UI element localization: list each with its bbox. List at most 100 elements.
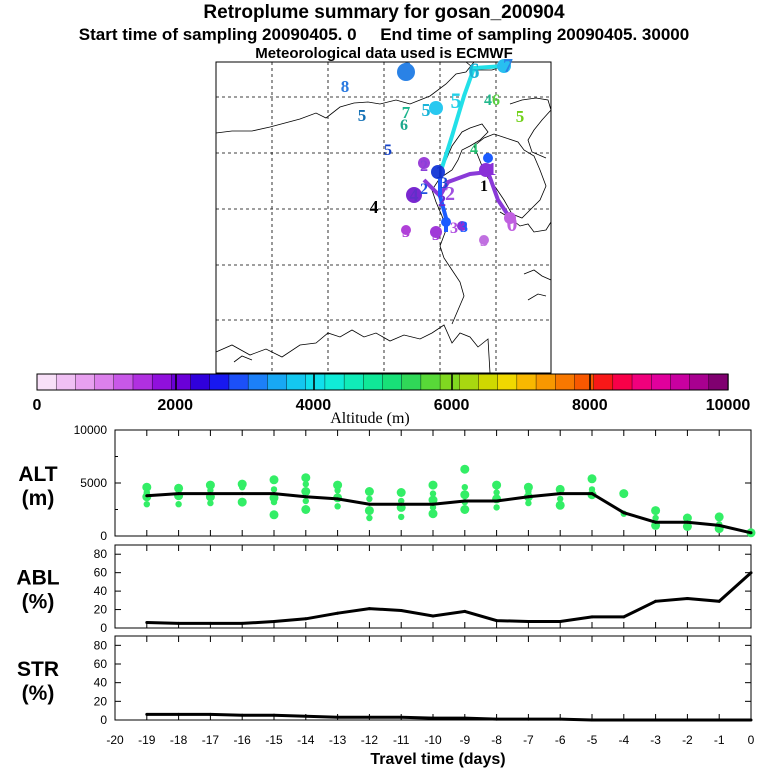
series-point (177, 712, 181, 716)
map-label: 1 (480, 178, 488, 195)
y-tick-label: 80 (94, 638, 108, 652)
alt-scatter-point (301, 473, 311, 483)
panel-alt: 10000 5000 0 ALT(m) (18, 423, 756, 543)
alt-scatter-point (460, 490, 470, 500)
series-point (526, 495, 530, 499)
series-point (558, 717, 562, 721)
map-label: 6 (401, 57, 412, 82)
colorbar-major-ticks (175, 374, 591, 390)
alt-scatter-point (652, 514, 659, 522)
y-tick-label: 0 (100, 621, 107, 635)
colorbar-cell (171, 373, 192, 391)
plume-dot (497, 59, 511, 73)
map-label: 5 (422, 100, 431, 120)
colorbar-cell (190, 373, 211, 391)
series-point (558, 620, 562, 623)
series-point (590, 718, 594, 722)
series-point (685, 718, 689, 722)
map-label: 3 (450, 220, 458, 237)
series-point (749, 718, 753, 722)
colorbar-cell (459, 373, 480, 391)
map-label: 5 (451, 88, 462, 113)
alt-scatter-point (398, 497, 405, 505)
map-label: 4 (370, 197, 379, 217)
map-label: 0 (507, 211, 518, 236)
x-tick-labels: -20 -19 -18 -17 -16 -15 -14 -13 -12 -11 -10 -9 -8 -7-… (106, 733, 754, 747)
series-point (367, 607, 371, 611)
alt-scatter-point (493, 489, 500, 496)
panel-ylabel-name: ALT (18, 463, 57, 486)
series-point (240, 621, 244, 625)
alt-scatter-point (207, 487, 214, 494)
series-point (749, 571, 753, 575)
colorbar-cell (209, 373, 230, 391)
alt-scatter-point (174, 483, 184, 493)
colorbar-cell (228, 373, 249, 391)
map-label: 3 (432, 227, 440, 244)
series-point (208, 492, 212, 496)
colorbar-cell (593, 373, 614, 391)
y-tick-label: 20 (94, 603, 108, 617)
plume-dot (483, 153, 493, 163)
colorbar-tick-label: 0 (33, 397, 42, 414)
map-label: 4 (410, 185, 419, 205)
colorbar-tick-label: 2000 (157, 397, 193, 414)
plume-dot (504, 212, 516, 224)
map-label: 3 (440, 175, 448, 192)
x-tick-label: 0 (748, 733, 755, 747)
map-label: 3 (402, 224, 410, 241)
alt-scatter-point (270, 486, 278, 493)
panel-frame (114, 635, 752, 721)
y-tick-label: 40 (94, 584, 108, 598)
series-point (431, 502, 435, 506)
x-tick-label: -2 (682, 733, 693, 747)
x-tick-label: -17 (202, 733, 220, 747)
map-label: 7 (402, 103, 411, 122)
alt-scatter-point (270, 498, 278, 506)
map-label: 7 (503, 55, 513, 77)
colorbar-cell (574, 373, 595, 391)
x-tick-label: -4 (618, 733, 629, 747)
alt-scatter-point (205, 480, 215, 490)
x-tick-label: -3 (650, 733, 661, 747)
x-tick-label: -13 (329, 733, 347, 747)
alt-scatter-point (366, 495, 373, 503)
alt-scatter-point (269, 510, 279, 520)
series-line (146, 492, 752, 535)
plume-dot (430, 226, 442, 238)
series-point (463, 499, 467, 503)
plume-dot (397, 63, 415, 81)
plume-dot (457, 221, 467, 231)
plume-dot (479, 235, 489, 245)
colorbar-cell (382, 373, 403, 391)
alt-scatter-point (460, 505, 470, 514)
map-label: 4 (470, 141, 478, 158)
alt-scatter-point (207, 499, 214, 507)
colorbar-cell (478, 373, 499, 391)
map-label: 5 (358, 106, 367, 125)
colorbar-cell (497, 373, 518, 391)
panel-ylabel-name: ABL (16, 567, 59, 590)
map-label: 5 (384, 142, 392, 159)
alt-scatter-point (428, 495, 438, 505)
colorbar-tick-label: 8000 (572, 397, 608, 414)
alt-scatter-point (237, 497, 247, 507)
series-point (336, 611, 340, 615)
series-point (399, 715, 403, 719)
y-tick-label: 60 (94, 657, 108, 671)
series-point (208, 621, 212, 625)
colorbar-cell (439, 373, 460, 391)
colorbar-tick-labels: 0 2000 4000 6000 8000 10000 (33, 397, 751, 414)
x-tick-label: -18 (170, 733, 188, 747)
series-line (146, 712, 751, 722)
series-point (717, 523, 721, 527)
alt-scatter-point (682, 522, 692, 531)
alt-scatter-point (302, 497, 309, 505)
series-line (146, 571, 753, 625)
series-point (145, 621, 149, 624)
colorbar-tick-label: 6000 (434, 397, 470, 414)
series-point (526, 717, 530, 721)
map-label: 6 (492, 92, 500, 109)
alt-scatter-point (142, 482, 152, 492)
